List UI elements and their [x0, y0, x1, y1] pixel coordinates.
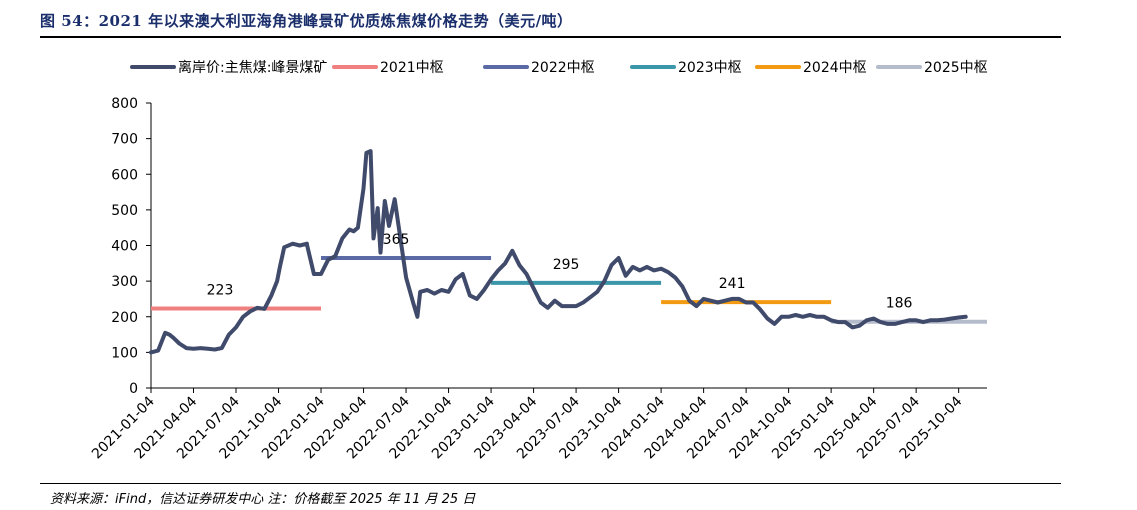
- pivot-label-0: 223: [207, 283, 234, 299]
- legend-item-1: 2021中枢: [380, 60, 444, 76]
- price-line: [149, 149, 968, 355]
- price-series: [149, 149, 968, 355]
- legend-item-2: 2022中枢: [531, 60, 595, 76]
- pivot-labels: 223 365 295 241 186: [207, 232, 913, 312]
- pivot-label-3: 241: [719, 276, 746, 292]
- y-tick-label-7: 700: [111, 132, 138, 148]
- y-tick-label-0: 0: [129, 381, 138, 397]
- bottom-rule: [40, 483, 1061, 484]
- pivot-label-4: 186: [886, 296, 913, 312]
- figure-title: 图 54：2021 年以来澳大利亚海角港峰景矿优质炼焦煤价格走势（美元/吨）: [40, 12, 573, 30]
- source-note: 资料来源：iFind，信达证券研发中心 注：价格截至 2025 年 11 月 2…: [50, 492, 476, 507]
- pivot-label-1: 365: [383, 232, 410, 248]
- legend-item-5: 2025中枢: [924, 60, 988, 76]
- y-tick-label-4: 400: [111, 239, 138, 255]
- y-tick-label-3: 300: [111, 274, 138, 290]
- pivot-label-2: 295: [553, 257, 580, 273]
- y-axis: 0 100 200 300 400 500 600 700 800: [111, 96, 152, 397]
- legend-item-0: 离岸价:主焦煤:峰景煤矿: [178, 59, 327, 76]
- top-rule: [40, 36, 1061, 38]
- y-tick-label-6: 600: [111, 167, 138, 183]
- legend: 离岸价:主焦煤:峰景煤矿 2021中枢 2022中枢 2023中枢 2024中枢 2025…: [130, 59, 988, 76]
- y-tick-label-1: 100: [111, 345, 138, 361]
- chart: 离岸价:主焦煤:峰景煤矿 2021中枢 2022中枢 2023中枢 2024中枢 2025…: [89, 59, 988, 462]
- y-tick-label-2: 200: [111, 310, 138, 326]
- legend-item-4: 2024中枢: [803, 60, 867, 76]
- legend-item-3: 2023中枢: [678, 60, 742, 76]
- y-tick-label-8: 800: [111, 96, 138, 112]
- y-tick-label-5: 500: [111, 203, 138, 219]
- x-axis: 2021-01-042021-04-042021-07-042021-10-04…: [89, 387, 987, 462]
